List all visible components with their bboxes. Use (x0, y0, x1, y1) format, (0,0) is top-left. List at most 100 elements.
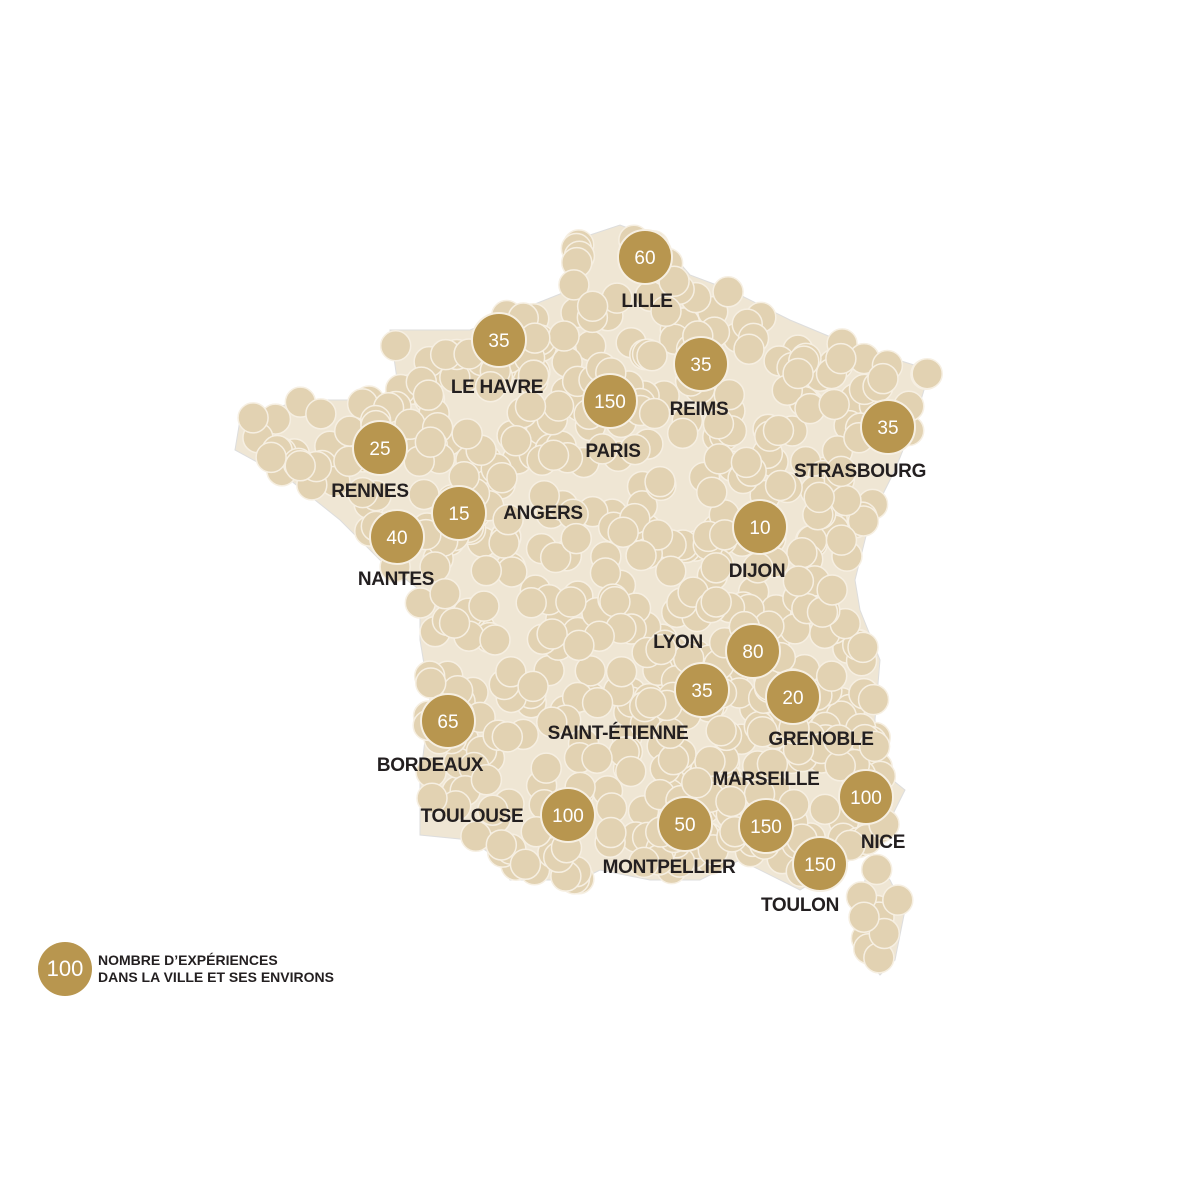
city-value: 40 (386, 528, 407, 549)
city-marker: 15 (431, 485, 487, 541)
city-label: LILLE (621, 291, 673, 312)
experience-dot (379, 330, 412, 362)
experience-dot (589, 557, 622, 589)
city-marker-circle (792, 836, 848, 892)
legend: 100 NOMBRE D’EXPÉRIENCES DANS LA VILLE E… (38, 942, 334, 996)
city-marker: 150 (738, 798, 794, 854)
city-value: 20 (782, 688, 803, 709)
experience-dot (555, 586, 587, 618)
experience-dot (858, 730, 891, 763)
city-label: RENNES (331, 481, 409, 502)
experience-dot (539, 541, 572, 574)
experience-dot (514, 390, 547, 423)
city-label: SAINT-ÉTIENNE (547, 723, 689, 744)
experience-dot (816, 574, 848, 606)
experience-dot (415, 667, 447, 699)
city-marker: 100 (540, 787, 596, 843)
experience-dot (650, 295, 682, 328)
experience-dot (509, 848, 542, 881)
city-value: 65 (437, 712, 458, 733)
experience-dot (635, 687, 667, 719)
experience-dot (548, 320, 580, 352)
city-value: 35 (488, 331, 509, 352)
city-marker: 35 (674, 662, 730, 718)
city-marker: 80 (725, 623, 781, 679)
city-marker: 35 (471, 312, 527, 368)
experience-dot (563, 629, 595, 662)
experience-dot (515, 587, 547, 619)
experience-dot (429, 577, 461, 610)
city-value: 150 (750, 817, 782, 838)
experience-dot (696, 476, 728, 509)
city-value: 10 (749, 518, 770, 539)
city-value: 60 (634, 248, 655, 269)
experience-dot (756, 748, 789, 780)
city-label: LYON (653, 632, 703, 653)
experience-dot (485, 829, 518, 861)
experience-dot (666, 417, 699, 450)
city-label: ANGERS (503, 503, 583, 524)
experience-dot (713, 378, 746, 411)
experience-dot (536, 618, 568, 650)
city-label: TOULOUSE (420, 806, 524, 827)
experience-dot (733, 333, 765, 365)
experience-dot (492, 503, 524, 536)
experience-dot (528, 479, 560, 512)
experience-dot (346, 476, 379, 509)
legend-line-2: DANS LA VILLE ET SES ENVIRONS (98, 969, 334, 985)
experience-dot (703, 443, 735, 475)
city-marker-circle (352, 420, 408, 476)
experience-dot (705, 715, 737, 747)
experience-dot (581, 687, 614, 719)
experience-dot (825, 455, 857, 488)
experience-dot (416, 782, 448, 815)
experience-dot (517, 359, 550, 392)
experience-dot (255, 441, 287, 474)
experience-dot (825, 342, 857, 375)
city-marker-circle (673, 336, 729, 392)
experience-dot (237, 402, 269, 434)
experience-dot (818, 388, 850, 421)
experience-dot (414, 426, 447, 458)
city-value: 35 (690, 355, 711, 376)
experience-dot (730, 446, 763, 479)
experience-dot (412, 379, 445, 411)
experience-dot (625, 539, 657, 572)
experience-dot (782, 357, 814, 390)
experience-dot (599, 586, 631, 618)
city-marker: 35 (860, 399, 916, 455)
experience-dot (619, 433, 651, 466)
city-label: TOULON (760, 895, 840, 916)
city-marker-circle (582, 373, 638, 429)
experience-dot (468, 590, 500, 622)
experience-dot (867, 362, 899, 395)
city-marker-circle (420, 693, 476, 749)
experience-dot (715, 785, 747, 818)
city-marker-circle (369, 509, 425, 565)
experience-dot (803, 481, 835, 514)
experience-dot (595, 816, 627, 849)
experience-dot (615, 755, 647, 788)
city-value: 100 (552, 806, 584, 827)
city-marker-circle (674, 662, 730, 718)
city-label: LE HAVRE (450, 377, 544, 398)
experience-dot (702, 408, 735, 440)
experience-dot (641, 519, 674, 551)
city-marker: 150 (582, 373, 638, 429)
city-marker: 65 (420, 693, 476, 749)
experience-dot (712, 276, 744, 308)
experience-dot (857, 683, 890, 716)
experience-dot (479, 624, 511, 656)
experience-dot (605, 655, 638, 688)
city-marker: 60 (617, 229, 673, 285)
experience-dot (762, 414, 795, 447)
city-marker-circle (732, 499, 788, 555)
experience-dot (809, 793, 841, 826)
experience-dot (638, 397, 671, 430)
experience-dot (586, 433, 619, 465)
city-marker-circle (738, 798, 794, 854)
city-value: 35 (877, 418, 898, 439)
city-label: NICE (860, 832, 906, 853)
experience-dot (681, 766, 713, 799)
